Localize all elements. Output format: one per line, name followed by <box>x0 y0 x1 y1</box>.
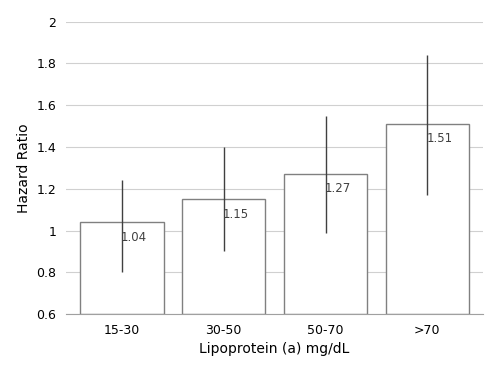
Bar <box>80 222 164 314</box>
Y-axis label: Hazard Ratio: Hazard Ratio <box>16 123 30 213</box>
Text: 1.04: 1.04 <box>121 231 147 244</box>
Text: 1.51: 1.51 <box>426 132 452 145</box>
Bar <box>284 174 368 314</box>
Bar <box>182 199 266 314</box>
X-axis label: Lipoprotein (a) mg/dL: Lipoprotein (a) mg/dL <box>200 342 350 356</box>
Text: 1.27: 1.27 <box>324 182 351 195</box>
Text: 1.15: 1.15 <box>223 207 249 220</box>
Bar <box>386 124 469 314</box>
